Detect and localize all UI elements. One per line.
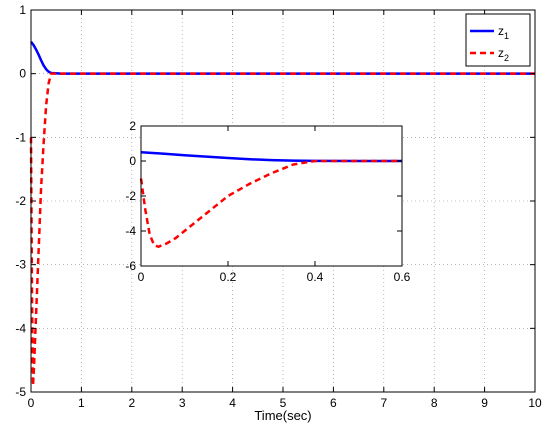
main-x-tick-label-7: 7 (380, 396, 387, 410)
main-x-tick-label-8: 8 (431, 396, 438, 410)
inset-y-tick-label-0: -6 (125, 259, 136, 273)
inset-y-tick-label-2: -2 (125, 189, 136, 203)
legend-box (465, 13, 531, 67)
inset-y-tick-label-3: 0 (129, 154, 136, 168)
inset-x-tick-label-3: 0.6 (394, 270, 411, 284)
main-x-tick-label-4: 4 (229, 396, 236, 410)
inset-series (139, 151, 402, 248)
main-y-tick-label-4: -1 (15, 130, 26, 144)
main-x-tick-label-5: 5 (280, 396, 287, 410)
x-axis-label: Time(sec) (254, 408, 311, 423)
main-y-tick-label-2: -3 (15, 258, 26, 272)
legend: z1 z2 (465, 13, 531, 67)
main-x-tick-label-3: 3 (179, 396, 186, 410)
main-x-tick-label-1: 1 (78, 396, 85, 410)
inset-y-tick-label-1: -4 (125, 224, 136, 238)
main-x-tick-label-10: 10 (528, 396, 542, 410)
main-y-tick-label-1: -4 (15, 321, 26, 335)
inset-plot-area (141, 126, 402, 266)
inset-ticks: 0 0.2 0.4 0.6 -6 -4 -2 0 2 (125, 119, 410, 284)
main-series-line-1 (29, 72, 535, 387)
main-x-tick-label-2: 2 (128, 396, 135, 410)
inset-series-line-0 (140, 151, 402, 163)
main-y-tick-label-3: -2 (15, 194, 26, 208)
main-x-tick-label-0: 0 (28, 396, 35, 410)
main-x-tick-label-9: 9 (481, 396, 488, 410)
legend-label-z2: z2 (498, 46, 509, 63)
inset-plot: 0 0.2 0.4 0.6 -6 -4 -2 0 2 (125, 119, 410, 284)
main-y-tick-label-5: 0 (19, 67, 26, 81)
main-y-tick-label-6: 1 (19, 3, 26, 17)
main-series (29, 41, 535, 387)
inset-x-tick-label-1: 0.2 (220, 270, 237, 284)
main-ticks: 0 1 2 3 4 5 6 7 8 9 10 -5 -4 -3 -2 -1 0 1 (15, 3, 542, 410)
legend-label-z1: z1 (498, 24, 509, 41)
inset-x-tick-label-0: 0 (138, 270, 145, 284)
main-y-tick-label-0: -5 (15, 385, 26, 399)
main-x-tick-label-6: 6 (330, 396, 337, 410)
inset-y-tick-label-4: 2 (129, 119, 136, 133)
inset-x-tick-label-2: 0.4 (307, 270, 324, 284)
inset-series-line-1 (139, 159, 402, 248)
